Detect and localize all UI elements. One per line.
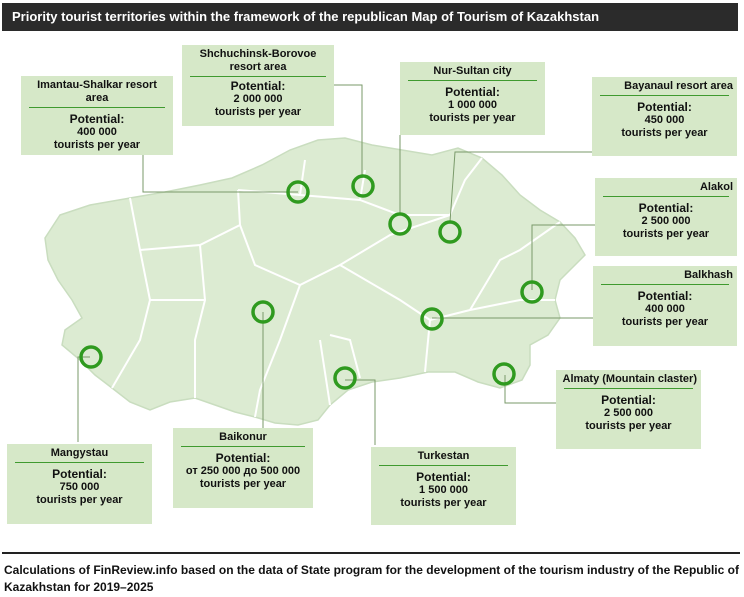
card-baikonur: Baikonur Potential: от 250 000 до 500 00… [173,428,313,508]
source-note: Calculations of FinReview.info based on … [4,563,739,594]
card-value: 2 000 000 [233,93,283,105]
leader-lines [77,84,596,445]
card-alakol: Alakol Potential: 2 500 000 tourists per… [595,178,737,256]
card-imantau-shalkar: Imantau-Shalkar resort area Potential: 4… [21,76,173,155]
marker-baikonur [251,300,275,324]
card-unit: tourists per year [585,420,672,432]
card-name: Turkestan [417,450,470,462]
card-potential-label: Potential: [637,289,693,303]
card-name: Imantau-Shalkar resort area [37,79,157,104]
card-potential-label: Potential: [637,100,692,114]
card-unit: tourists per year [622,228,710,240]
card-turkestan: Turkestan Potential: 1 500 000 tourists … [371,447,516,525]
card-unit: tourists per year [621,316,709,328]
card-name: Almaty (Mountain claster) [562,373,697,385]
marker-almaty [492,362,516,386]
card-value: 400 000 [645,303,685,315]
card-unit: tourists per year [400,497,487,509]
markers [79,174,544,390]
marker-imantau [286,180,310,204]
card-potential-label: Potential: [416,470,471,484]
card-potential-label: Potential: [445,85,500,99]
card-unit: tourists per year [199,478,287,490]
card-unit: tourists per year [214,106,302,118]
card-potential-label: Potential: [601,393,656,407]
card-name: Shchuchinsk-Borovoe resort area [199,48,317,73]
card-potential-label: Potential: [638,201,694,215]
marker-balkhash [420,307,444,331]
card-potential-label: Potential: [69,112,125,126]
marker-mangystau [79,345,103,369]
card-potential-label: Potential: [52,467,107,481]
card-value: 2 500 000 [604,407,653,419]
card-potential-label: Potential: [230,79,286,93]
card-value: 400 000 [77,126,117,138]
card-name: Alakol [699,181,733,193]
footer-divider [2,552,740,554]
marker-borovoe [351,174,375,198]
country-outline [44,137,586,426]
card-nur-sultan: Nur-Sultan city Potential: 1 000 000 tou… [400,62,545,135]
card-unit: tourists per year [53,139,141,151]
card-shchuchinsk-borovoe: Shchuchinsk-Borovoe resort area Potentia… [182,45,334,126]
card-name: Nur-Sultan city [433,65,512,77]
card-balkhash: Balkhash Potential: 400 000 tourists per… [593,266,737,346]
card-name: Bayanaul resort area [624,80,733,92]
marker-turkestan [333,366,357,390]
card-value: 450 000 [644,114,685,126]
card-name: Mangystau [50,447,109,459]
card-unit: tourists per year [429,112,516,124]
card-value: 1 500 000 [419,484,468,496]
card-name: Baikonur [219,431,267,443]
card-value: 2 500 000 [641,215,691,227]
card-bayanaul: Bayanaul resort area Potential: 450 000 … [592,77,737,156]
card-almaty: Almaty (Mountain claster) Potential: 2 5… [556,370,701,449]
card-unit: tourists per year [36,494,123,506]
card-value: 1 000 000 [448,99,497,111]
marker-bayanaul [438,220,462,244]
marker-nur-sultan [388,212,412,236]
card-value: 750 000 [59,481,100,493]
card-unit: tourists per year [621,127,708,139]
card-mangystau: Mangystau Potential: 750 000 tourists pe… [7,444,152,524]
card-value: от 250 000 до 500 000 [185,465,301,477]
card-name: Balkhash [684,269,733,281]
marker-alakol [520,280,544,304]
card-potential-label: Potential: [215,451,271,465]
page-title: Priority tourist territories within the … [2,3,738,31]
